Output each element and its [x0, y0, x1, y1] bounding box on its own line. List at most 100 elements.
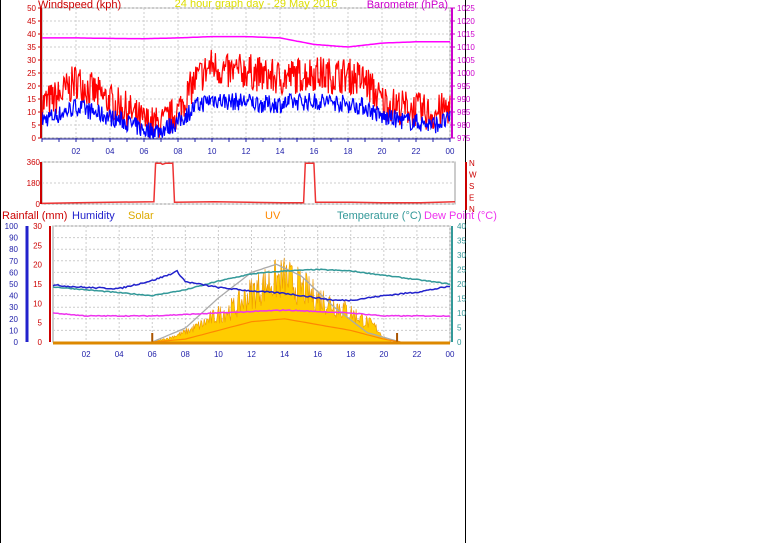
solar-theoretical-curve: [152, 263, 401, 343]
barometer-tick-label: 1025: [457, 4, 475, 13]
graph-title: 24 hour graph day - 29 May 2016: [175, 0, 338, 10]
windspeed-tick-label: 0: [32, 134, 37, 143]
legend-temperature: Temperature (°C): [337, 210, 421, 222]
direction-tick-label: 0: [36, 200, 41, 209]
panel3-x-tick-label: 20: [379, 350, 388, 359]
compass-label: W: [469, 171, 477, 180]
panel1-x-tick-label: 10: [208, 147, 217, 156]
panel3-x-tick-label: 22: [412, 350, 421, 359]
compass-label: S: [469, 182, 474, 191]
panel1-x-tick-label: 06: [140, 147, 149, 156]
humidity-tick-label: 10: [9, 326, 18, 335]
barometer-tick-label: 1020: [457, 17, 475, 26]
windspeed-label: Windspeed (kph): [38, 0, 121, 11]
uv-line: [152, 318, 401, 343]
temperature-tick-label: 15: [457, 295, 466, 304]
compass-label: N: [469, 159, 475, 168]
temperature-tick-label: 20: [457, 280, 466, 289]
windspeed-tick-label: 15: [27, 95, 36, 104]
temperature-tick-label: 40: [457, 222, 466, 231]
humidity-tick-label: 30: [9, 303, 18, 312]
panel3-x-tick-label: 12: [247, 350, 256, 359]
humidity-line: [52, 269, 451, 302]
temperature-tick-label: 35: [457, 237, 466, 246]
rainfall-tick-label: 0: [38, 338, 43, 347]
legend-rainfall: Rainfall (mm): [2, 210, 67, 222]
windspeed-tick-label: 10: [27, 108, 36, 117]
humidity-tick-label: 50: [9, 280, 18, 289]
panel1-x-tick-label: 20: [378, 147, 387, 156]
barometer-tick-label: 990: [457, 95, 471, 104]
windspeed-tick-label: 35: [27, 43, 36, 52]
humidity-temperature-solar-panel: Rainfall (mm) Humidity Solar UV Temperat…: [2, 210, 497, 359]
panel1-x-tick-label: 16: [310, 147, 319, 156]
panel3-x-tick-label: 06: [148, 350, 157, 359]
humidity-tick-label: 20: [9, 315, 18, 324]
barometer-tick-label: 995: [457, 82, 471, 91]
wind-direction-line: [41, 162, 456, 205]
panel3-x-tick-label: 16: [313, 350, 322, 359]
panel3-x-tick-label: 14: [280, 350, 289, 359]
wind-average-line: [41, 92, 451, 140]
dewpoint-line: [52, 308, 451, 318]
barometer-tick-label: 1000: [457, 69, 475, 78]
wind-gust-line: [41, 49, 451, 139]
windspeed-tick-label: 20: [27, 82, 36, 91]
rainfall-tick-label: 15: [33, 280, 42, 289]
rainfall-tick-label: 25: [33, 241, 42, 250]
rainfall-tick-label: 10: [33, 299, 42, 308]
temperature-tick-label: 25: [457, 266, 466, 275]
humidity-tick-label: 70: [9, 257, 18, 266]
compass-label: E: [469, 194, 474, 203]
panel1-x-tick-label: 04: [106, 147, 115, 156]
temperature-line: [52, 268, 450, 297]
humidity-tick-label: 40: [9, 292, 18, 301]
barometer-tick-label: 975: [457, 134, 471, 143]
legend-dewpoint: Dew Point (°C): [424, 210, 497, 222]
rainfall-tick-label: 30: [33, 222, 42, 231]
panel1-x-tick-label: 18: [344, 147, 353, 156]
barometer-line: [42, 35, 450, 48]
rainfall-tick-label: 20: [33, 261, 42, 270]
legend-uv: UV: [265, 210, 281, 222]
panel3-x-tick-label: 04: [115, 350, 124, 359]
temperature-tick-label: 30: [457, 251, 466, 260]
windspeed-tick-label: 40: [27, 30, 36, 39]
humidity-tick-label: 100: [5, 222, 19, 231]
panel1-x-tick-label: 14: [276, 147, 285, 156]
compass-label: N: [469, 205, 475, 214]
panel1-x-tick-label: 08: [174, 147, 183, 156]
barometer-label: Barometer (hPa): [367, 0, 448, 11]
windspeed-tick-label: 45: [27, 17, 36, 26]
humidity-tick-label: 90: [9, 234, 18, 243]
direction-tick-label: 180: [27, 179, 41, 188]
panel3-x-tick-label: 10: [214, 350, 223, 359]
barometer-tick-label: 985: [457, 108, 471, 117]
rainfall-tick-label: 5: [38, 319, 43, 328]
panel3-x-tick-label: 18: [346, 350, 355, 359]
panel1-x-tick-label: 12: [242, 147, 251, 156]
windspeed-tick-label: 50: [27, 4, 36, 13]
panel3-x-tick-label: 02: [82, 350, 91, 359]
panel1-x-tick-label: 00: [446, 147, 455, 156]
panel3-x-tick-label: 08: [181, 350, 190, 359]
windspeed-tick-label: 5: [32, 121, 37, 130]
barometer-tick-label: 1005: [457, 56, 475, 65]
windspeed-tick-label: 25: [27, 69, 36, 78]
windspeed-tick-label: 30: [27, 56, 36, 65]
temperature-tick-label: 10: [457, 309, 466, 318]
panel1-x-tick-label: 22: [412, 147, 421, 156]
barometer-tick-label: 1010: [457, 43, 475, 52]
temperature-tick-label: 5: [457, 324, 462, 333]
humidity-tick-label: 0: [14, 338, 19, 347]
humidity-tick-label: 80: [9, 245, 18, 254]
legend-solar: Solar: [128, 210, 154, 222]
barometer-tick-label: 980: [457, 121, 471, 130]
humidity-tick-label: 60: [9, 268, 18, 277]
legend-humidity: Humidity: [72, 210, 115, 222]
direction-tick-label: 360: [27, 158, 41, 167]
barometer-tick-label: 1015: [457, 30, 475, 39]
